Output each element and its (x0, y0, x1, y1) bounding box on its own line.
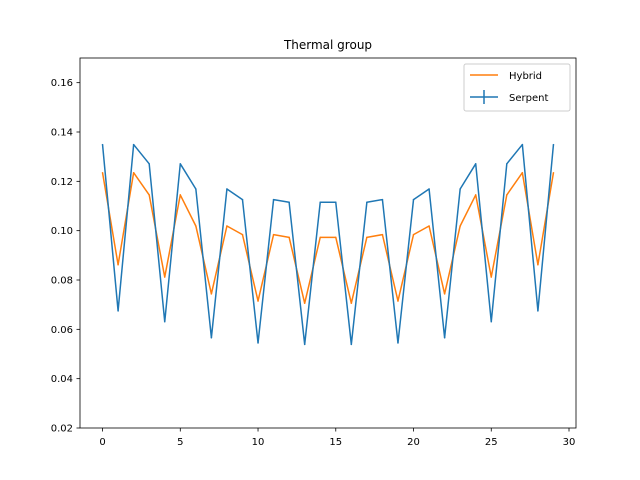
series-hybrid-line (101, 171, 555, 304)
plot-area (79, 57, 577, 429)
series-serpent-point (521, 143, 524, 146)
series-hybrid-point (241, 233, 244, 236)
series-hybrid-point (397, 300, 399, 302)
series-serpent-point (335, 201, 337, 204)
x-tick-label: 25 (485, 437, 498, 448)
series-serpent-point (195, 188, 197, 190)
series-serpent-point (537, 310, 539, 312)
series-serpent-point (397, 342, 399, 344)
series-hybrid-point (350, 302, 353, 304)
legend: Hybrid Serpent (463, 63, 571, 112)
series-hybrid-point (272, 233, 275, 236)
x-axis: 0 5 10 15 20 25 30 (99, 428, 575, 448)
x-tick-label: 15 (329, 437, 342, 448)
series-serpent-point (288, 201, 290, 204)
series-hybrid-point (412, 233, 415, 236)
series-hybrid-point (490, 276, 493, 278)
legend-serpent-label: Serpent (509, 93, 548, 104)
series-hybrid (101, 171, 555, 304)
series-serpent-point (319, 201, 321, 204)
series-serpent-point (381, 198, 384, 201)
series-hybrid-point (148, 194, 150, 196)
series-hybrid-point (226, 225, 228, 227)
y-tick-label: 0.02 (51, 424, 73, 435)
series-serpent-point (366, 201, 368, 204)
x-tick-label: 20 (407, 437, 420, 448)
series-serpent-point (303, 343, 306, 346)
x-tick-label: 30 (563, 437, 576, 448)
series-hybrid-point (521, 171, 524, 174)
series-serpent-point (272, 198, 275, 201)
series-hybrid-point (459, 225, 461, 227)
series-serpent-point (148, 163, 150, 165)
y-tick-label: 0.10 (51, 226, 73, 237)
series-hybrid-point (303, 302, 306, 304)
y-axis: 0.02 0.04 0.06 0.08 0.10 0.12 0.14 0.16 (51, 78, 80, 435)
x-tick-label: 5 (177, 437, 183, 448)
series-serpent-point (412, 198, 415, 201)
series-serpent-point (210, 336, 213, 339)
series-serpent-point (428, 188, 430, 190)
series-hybrid-point (506, 194, 508, 196)
series-serpent-point (163, 320, 166, 323)
series-serpent-point (552, 143, 555, 146)
series-serpent-point (117, 310, 119, 312)
plot-frame (79, 57, 577, 429)
series-hybrid-point (132, 171, 135, 174)
series-serpent-point (226, 188, 228, 190)
series-hybrid-point (366, 236, 368, 239)
series-hybrid-point (552, 171, 555, 174)
y-tick-label: 0.12 (51, 177, 73, 188)
series-serpent-point (459, 188, 461, 190)
series-hybrid-point (319, 236, 321, 239)
series-hybrid-point (443, 293, 446, 295)
series-serpent-point (474, 163, 477, 165)
series-serpent-point (443, 336, 446, 339)
plot-background (80, 58, 576, 428)
legend-hybrid-label: Hybrid (509, 71, 542, 82)
series-serpent-point (257, 342, 259, 344)
x-tick-label: 10 (252, 437, 265, 448)
series-serpent-point (241, 198, 244, 201)
series-layer (101, 143, 555, 346)
x-tick-label: 0 (99, 437, 105, 448)
series-serpent-point (490, 320, 493, 323)
y-tick-label: 0.06 (51, 325, 73, 336)
y-tick-label: 0.08 (51, 276, 73, 287)
series-hybrid-point (288, 236, 290, 239)
series-serpent-line (101, 143, 555, 346)
series-hybrid-point (210, 293, 213, 295)
series-serpent-point (101, 143, 104, 146)
series-hybrid-point (428, 225, 430, 227)
series-hybrid-point (117, 263, 119, 266)
series-hybrid-point (257, 300, 259, 302)
y-tick-label: 0.16 (51, 78, 73, 89)
series-hybrid-point (163, 276, 166, 278)
series-hybrid-point (474, 194, 477, 196)
series-hybrid-point (381, 233, 384, 236)
series-hybrid-point (335, 236, 337, 239)
series-hybrid-point (179, 194, 182, 196)
series-serpent-point (350, 343, 353, 346)
series-serpent (101, 143, 555, 346)
series-serpent-point (179, 163, 182, 165)
series-hybrid-point (195, 225, 197, 227)
y-tick-label: 0.14 (51, 128, 73, 139)
chart-title: Thermal group (283, 38, 372, 52)
series-hybrid-point (101, 171, 104, 174)
series-serpent-point (506, 163, 508, 165)
series-serpent-point (132, 143, 135, 146)
y-tick-label: 0.04 (51, 374, 73, 385)
series-hybrid-point (537, 263, 539, 266)
